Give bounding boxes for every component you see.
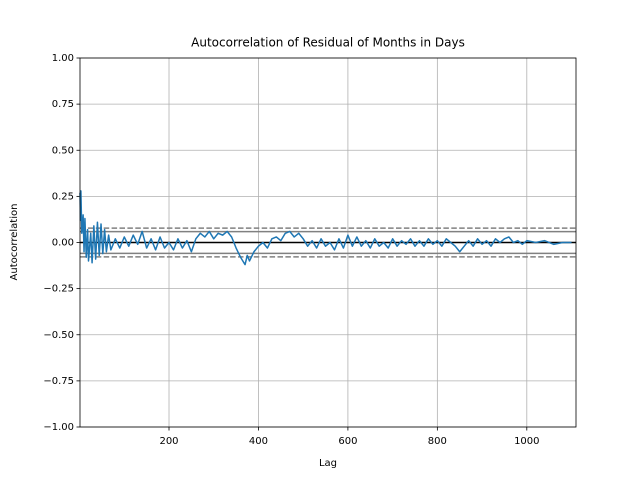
y-tick-label: 1.00 [52,53,74,64]
y-tick-label: −0.75 [43,376,74,387]
x-tick-label: 1000 [514,436,539,447]
x-tick-label: 200 [159,436,178,447]
y-tick-label: −0.25 [43,284,74,295]
y-tick-label: 0.75 [52,99,74,110]
x-tick-label: 400 [249,436,268,447]
y-tick-label: −0.50 [43,330,74,341]
y-tick-label: 0.25 [52,191,74,202]
y-tick-label: 0.00 [52,238,74,249]
x-axis-label: Lag [319,458,337,469]
y-tick-label: −1.00 [43,422,74,433]
plot-frame [79,57,577,428]
y-axis-label: Autocorrelation [9,204,20,281]
data-line [79,190,572,266]
x-tick-label: 600 [338,436,357,447]
chart-title: Autocorrelation of Residual of Months in… [191,36,465,50]
x-tick-label: 800 [428,436,447,447]
y-tick-label: 0.50 [52,145,74,156]
